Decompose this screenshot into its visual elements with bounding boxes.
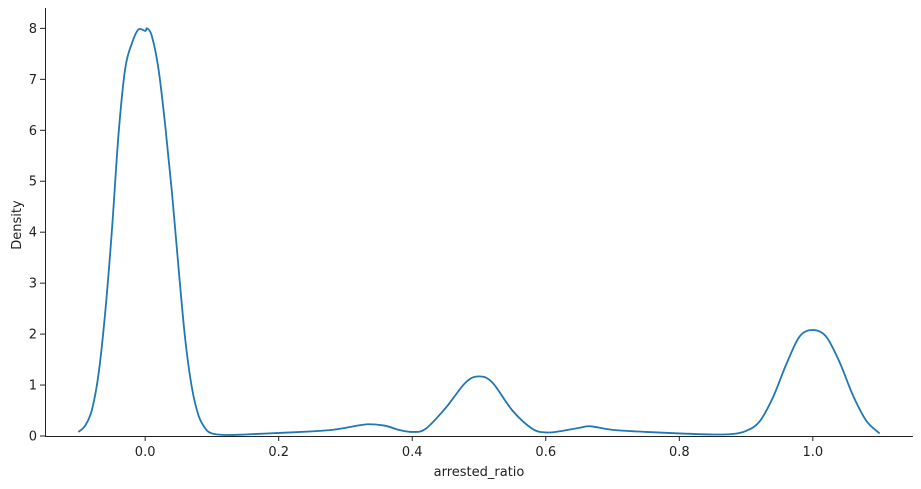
y-tick-label: 1	[29, 379, 37, 394]
y-tick-label: 6	[29, 124, 37, 139]
y-tick-label: 2	[29, 328, 37, 343]
plot-area	[77, 27, 881, 436]
y-tick-label: 0	[29, 430, 37, 445]
y-tick-label: 5	[29, 175, 37, 190]
x-ticks: 0.0 0.2 0.4 0.6 0.8 1.0	[135, 436, 823, 460]
x-axis-label: arrested_ratio	[434, 465, 525, 480]
x-tick-label: 0.6	[535, 445, 556, 460]
kde-density-line	[77, 27, 881, 436]
y-axis-label: Density	[10, 200, 25, 250]
y-ticks: 0 1 2 3 4 5 6 7 8	[29, 22, 45, 445]
y-tick-label: 4	[29, 226, 37, 241]
x-tick-label: 0.4	[402, 445, 423, 460]
y-tick-label: 8	[29, 22, 37, 37]
x-tick-label: 1.0	[803, 445, 824, 460]
y-tick-label: 3	[29, 277, 37, 292]
y-tick-label: 7	[29, 73, 37, 88]
x-tick-label: 0.8	[669, 445, 690, 460]
x-tick-label: 0.0	[135, 445, 156, 460]
x-tick-label: 0.2	[268, 445, 289, 460]
